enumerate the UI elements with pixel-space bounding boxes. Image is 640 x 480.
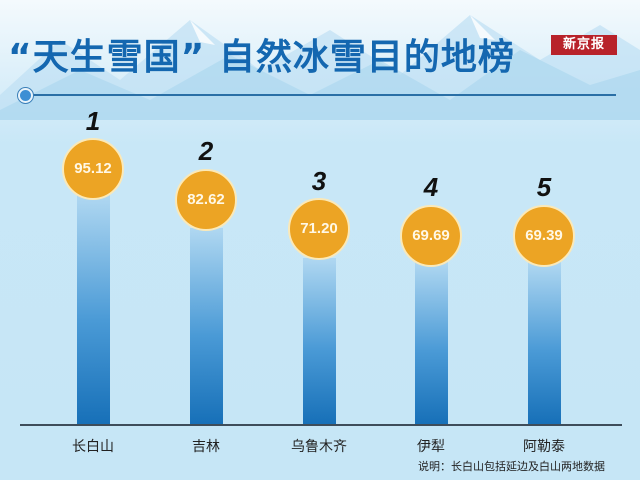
value-bubble-5: 69.39 [513,205,575,267]
bar-1 [77,195,110,424]
value-bubble-1: 95.12 [62,138,124,200]
rank-5: 5 [536,172,552,202]
divider-dot-icon [18,88,33,103]
value-bubble-4: 69.69 [400,205,462,267]
rank-4: 4 [423,172,439,202]
category-label-5: 阿勒泰 [523,439,565,455]
footnote: 说明：长白山包括延边及白山两地数据 [418,460,605,473]
x-axis-line [20,424,622,426]
bar-5 [528,262,561,424]
rank-1: 1 [85,106,101,136]
publisher-logo: 新京报 [551,35,617,55]
rank-2: 2 [198,136,214,166]
value-bubble-3: 71.20 [288,198,350,260]
value-bubble-2: 82.62 [175,169,237,231]
bar-4 [415,262,448,424]
chart-title: “天生雪国” 自然冰雪目的地榜 [8,37,515,78]
category-label-1: 长白山 [72,439,114,455]
category-label-4: 伊犁 [417,439,445,455]
title-divider [28,94,616,96]
snow-mountain-backdrop [0,15,640,120]
category-label-3: 乌鲁木齐 [291,439,347,455]
bar-2 [190,228,223,424]
category-label-2: 吉林 [192,439,220,455]
rank-3: 3 [311,166,327,196]
bar-3 [303,258,336,424]
